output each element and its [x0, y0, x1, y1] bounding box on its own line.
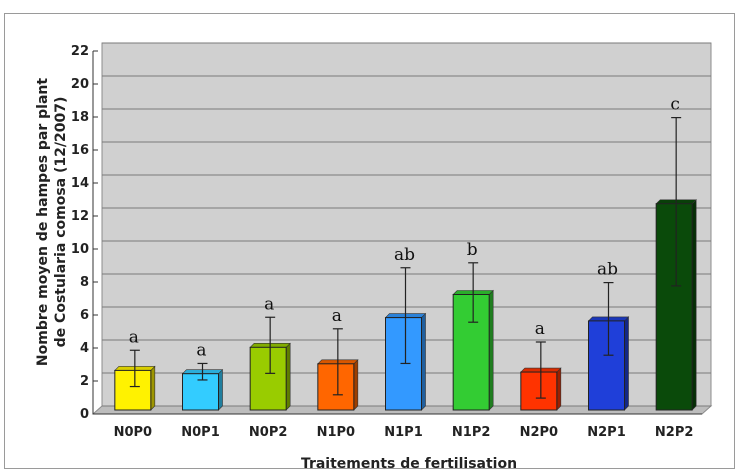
bar-side — [285, 342, 291, 411]
x-axis-title: Traitements de fertilisation — [301, 456, 517, 472]
bar — [588, 320, 625, 411]
y-tick-label: 0 — [80, 407, 89, 422]
significance-letter: a — [129, 327, 139, 347]
x-tick-label: N1P2 — [452, 425, 491, 440]
y-tick-label: 16 — [71, 143, 89, 158]
significance-letter: b — [467, 240, 478, 260]
y-tick-label: 20 — [71, 77, 89, 92]
bar — [452, 294, 490, 411]
x-tick-label: N2P1 — [587, 425, 626, 440]
significance-letter: ab — [394, 245, 415, 265]
bar-side — [218, 368, 223, 411]
significance-letter: a — [332, 306, 342, 326]
significance-letter: a — [264, 294, 274, 314]
y-tick-label: 4 — [80, 341, 89, 356]
y-tick-label: 14 — [71, 176, 89, 191]
y-tick-label: 10 — [71, 242, 89, 257]
bar — [249, 346, 287, 411]
significance-letter: c — [670, 95, 680, 115]
bar — [317, 363, 355, 411]
significance-letter: ab — [597, 260, 618, 280]
x-tick-label: N2P0 — [520, 425, 559, 440]
x-tick-label: N0P0 — [114, 425, 153, 440]
x-tick-label: N2P2 — [655, 425, 694, 440]
bar — [182, 373, 219, 411]
bar-side — [353, 359, 359, 411]
y-tick-label: 12 — [71, 209, 89, 224]
bar-side — [556, 367, 562, 411]
y-tick-label: 8 — [80, 275, 89, 290]
x-tick-label: N0P2 — [249, 425, 288, 440]
y-tick-label: 6 — [80, 308, 89, 323]
x-tick-label: N1P0 — [317, 425, 356, 440]
bar — [655, 203, 693, 411]
x-tick-label: N0P1 — [181, 425, 220, 440]
x-tick-label: N1P1 — [384, 425, 423, 440]
bar-side — [691, 199, 697, 411]
plot-area: 0 2 4 6 8 10 12 14 16 18 20 22 a N0P0 a N0P1 a N0P2 a N1P0 a… — [71, 42, 713, 440]
significance-letter: a — [196, 340, 206, 360]
significance-letter: a — [535, 319, 545, 339]
bar — [114, 369, 152, 411]
y-axis-title: de Costularia comosa (12/2007) — [53, 97, 69, 348]
bar-side — [421, 312, 426, 411]
y-tick-label: 2 — [80, 374, 89, 389]
bar-side — [624, 316, 629, 411]
y-tick-label: 18 — [71, 110, 89, 125]
bar-side — [150, 365, 156, 411]
y-axis-title: Nombre moyen de hampes par plant — [35, 78, 51, 366]
bar — [520, 371, 558, 411]
y-tick-label: 22 — [71, 44, 89, 59]
bar-side — [488, 289, 494, 411]
